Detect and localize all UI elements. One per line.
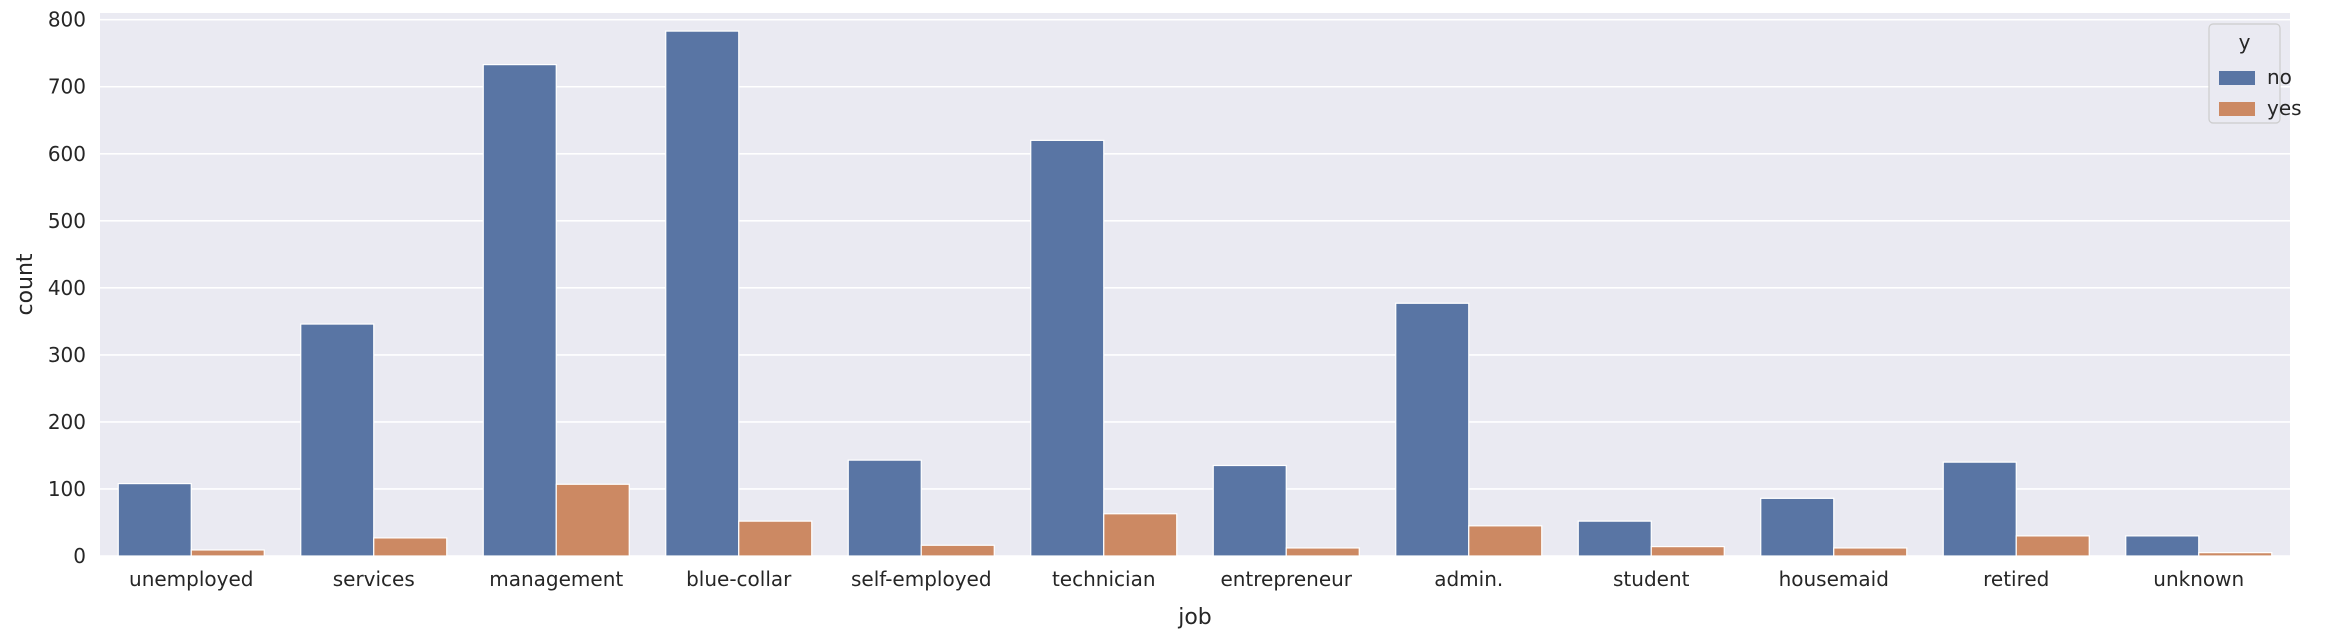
bar-no-management	[482, 64, 557, 557]
bar-no-technician	[1030, 139, 1105, 557]
bar-no-admin	[1395, 302, 1470, 557]
legend-label-yes: yes	[2267, 96, 2302, 120]
x-tick-label: technician	[1052, 567, 1156, 591]
bar-yes-unemployed	[190, 549, 265, 557]
bar-no-housemaid	[1760, 497, 1835, 557]
bar-no-self-employed	[847, 459, 922, 557]
y-tick-label: 600	[48, 142, 86, 166]
y-axis-title: count	[13, 253, 38, 315]
y-tick-label: 500	[48, 209, 86, 233]
y-tick-label: 800	[48, 8, 86, 32]
x-tick-label: housemaid	[1779, 567, 1889, 591]
y-tick-label: 0	[73, 544, 86, 568]
bars	[117, 30, 2273, 557]
x-axis-title: job	[1177, 605, 1212, 630]
x-tick-labels: unemployed services management blue-collar s…	[129, 567, 2244, 591]
bar-yes-housemaid	[1833, 547, 1908, 557]
legend: y no yes	[2208, 23, 2302, 124]
bar-no-student	[1577, 520, 1652, 557]
bar-yes-management	[555, 483, 630, 557]
x-tick-label: student	[1613, 567, 1690, 591]
y-tick-label: 300	[48, 343, 86, 367]
x-tick-label: management	[489, 567, 623, 591]
y-tick-label: 400	[48, 276, 86, 300]
bar-no-entrepreneur	[1212, 464, 1287, 557]
bar-yes-blue-collar	[738, 520, 813, 557]
x-tick-label: retired	[1983, 567, 2049, 591]
bar-no-retired	[1942, 461, 2017, 557]
y-tick-labels: 0 100 200 300 400 500 600 700 800	[48, 8, 86, 568]
legend-label-no: no	[2267, 65, 2292, 89]
bar-no-services	[300, 323, 375, 557]
bar-no-unemployed	[117, 483, 192, 557]
legend-title: y	[2239, 30, 2251, 54]
legend-swatch-no	[2219, 71, 2255, 85]
legend-swatch-yes	[2219, 102, 2255, 116]
bar-yes-technician	[1103, 513, 1178, 557]
bar-no-unknown	[2125, 535, 2200, 557]
x-tick-label: blue-collar	[686, 567, 792, 591]
x-tick-label: unemployed	[129, 567, 253, 591]
x-tick-label: unknown	[2153, 567, 2244, 591]
bar-yes-retired	[2015, 535, 2090, 557]
bar-no-blue-collar	[665, 30, 740, 557]
y-tick-label: 200	[48, 410, 86, 434]
bar-yes-student	[1650, 546, 1725, 557]
bar-yes-unknown	[2198, 552, 2273, 557]
bar-yes-self-employed	[920, 544, 995, 557]
y-tick-label: 100	[48, 477, 86, 501]
bar-yes-services	[373, 537, 448, 557]
x-tick-label: self-employed	[851, 567, 992, 591]
plot-background	[100, 13, 2290, 556]
x-tick-label: entrepreneur	[1220, 567, 1352, 591]
x-tick-label: services	[333, 567, 415, 591]
y-tick-label: 700	[48, 75, 86, 99]
x-tick-label: admin.	[1434, 567, 1503, 591]
bar-yes-admin	[1468, 525, 1543, 557]
bar-yes-entrepreneur	[1285, 547, 1360, 557]
gridlines	[100, 18, 2290, 557]
